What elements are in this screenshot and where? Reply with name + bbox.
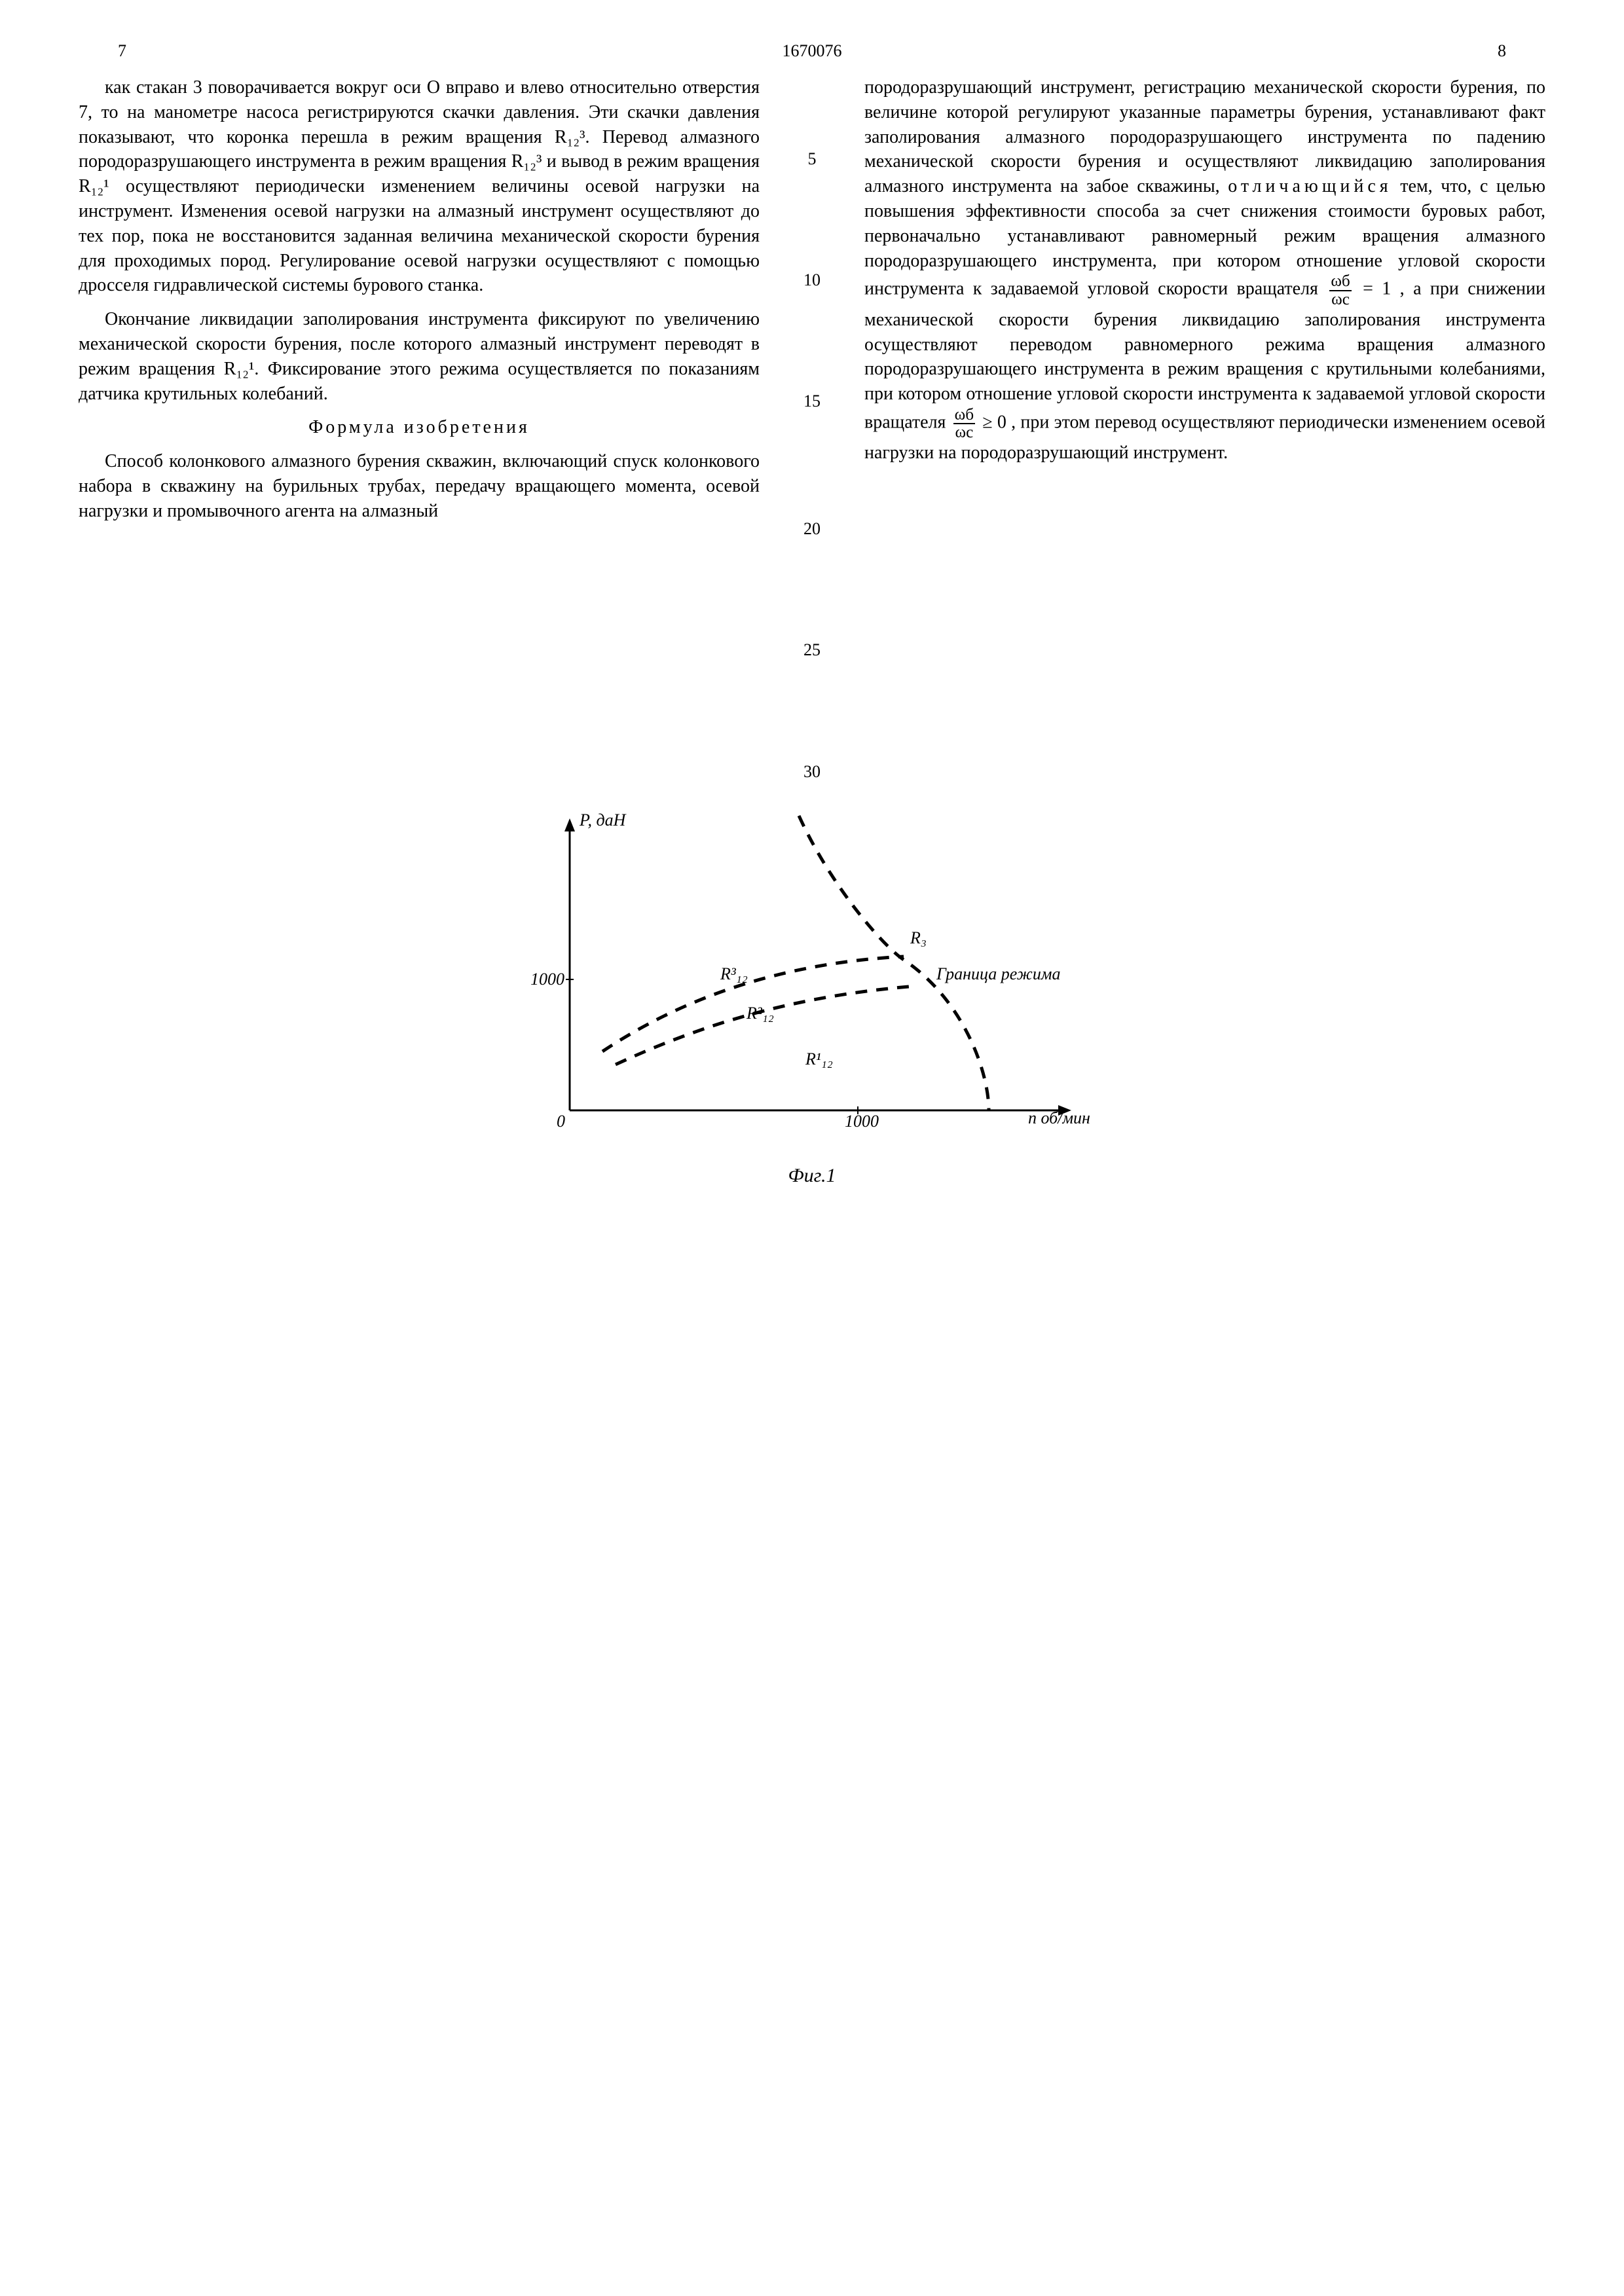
svg-text:1000: 1000 [530,970,564,989]
line-marker: 15 [799,390,825,412]
formula-title: Формула изобретения [79,415,760,440]
line-marker: 20 [799,517,825,540]
line-marker: 10 [799,268,825,291]
left-p2: Окончание ликвидации заполирования инстр… [79,307,760,406]
fraction-1-num: ωб [1329,273,1351,291]
right-p1: породоразрушающий инструмент, регистраци… [864,75,1545,465]
left-column: как стакан 3 поворачивается вокруг оси О… [79,75,760,783]
page-number-left: 7 [118,39,126,62]
patent-number: 1670076 [783,39,842,62]
figure-1-caption: Фиг.1 [79,1163,1545,1190]
figure-1-svg: P, даН n об/мин 0 1000 1000 R₃ R³₁₂ R²₁₂ R¹₁₂ Гра… [517,809,1107,1150]
svg-text:n об/мин: n об/мин [1028,1108,1090,1127]
left-p1: как стакан 3 поворачивается вокруг оси О… [79,75,760,298]
svg-text:R₃: R₃ [910,928,927,947]
right-p1-distinguish: отличающийся [1228,176,1392,196]
fraction-2: ωб ωс [953,407,975,441]
fraction-1: ωб ωс [1329,273,1351,307]
svg-text:P, даН: P, даН [579,811,627,829]
page-number-right: 8 [1498,39,1506,62]
svg-text:R²₁₂: R²₁₂ [746,1004,774,1023]
svg-text:Граница режима: Граница режима [936,964,1060,983]
fraction-2-den: ωс [953,424,975,441]
page-header: 7 1670076 8 [79,39,1545,62]
figure-1: P, даН n об/мин 0 1000 1000 R₃ R³₁₂ R²₁₂ R¹₁₂ Гра… [79,809,1545,1190]
line-marker: 30 [799,760,825,783]
line-number-gutter: 5 10 15 20 25 30 [799,75,825,783]
svg-text:1000: 1000 [845,1112,879,1131]
svg-text:0: 0 [557,1112,565,1131]
right-column: породоразрушающий инструмент, регистраци… [864,75,1545,783]
svg-text:R³₁₂: R³₁₂ [720,964,748,983]
fraction-1-den: ωс [1329,291,1351,308]
text-columns: как стакан 3 поворачивается вокруг оси О… [79,75,1545,783]
left-p3: Способ колонкового алмазного бурения скв… [79,449,760,523]
line-marker: 5 [799,147,825,170]
line-marker: 25 [799,638,825,661]
fraction-2-num: ωб [953,407,975,424]
svg-text:R¹₁₂: R¹₁₂ [805,1049,833,1068]
